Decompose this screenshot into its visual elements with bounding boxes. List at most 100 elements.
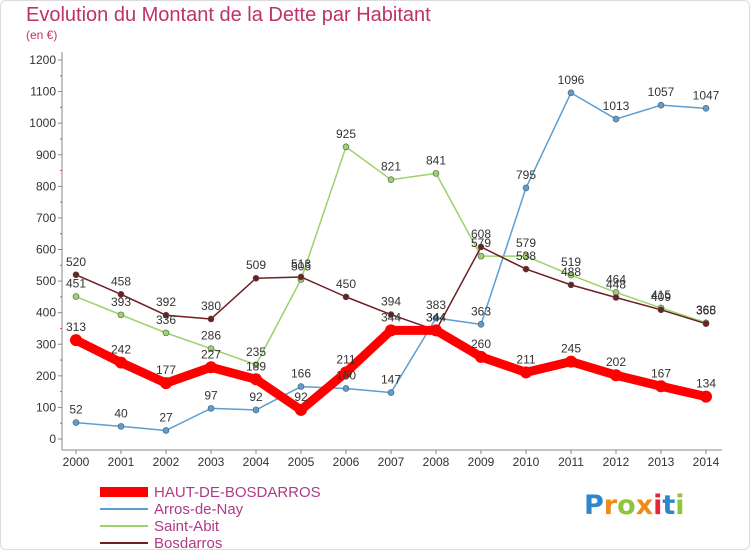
data-label: 40 <box>114 406 128 420</box>
data-label: 519 <box>561 255 581 269</box>
data-point <box>297 273 305 281</box>
data-point <box>567 89 575 97</box>
data-label: 538 <box>516 249 536 263</box>
legend-label: Saint-Abit <box>154 518 220 535</box>
chart-subtitle: (en €) <box>26 28 58 42</box>
data-point <box>432 170 440 177</box>
data-point <box>610 369 622 382</box>
x-tick-label: 2000 <box>63 455 90 469</box>
data-label: 211 <box>336 352 355 366</box>
data-point <box>117 291 125 298</box>
data-label: 415 <box>651 288 671 302</box>
legend-swatch <box>100 508 148 510</box>
data-label: 393 <box>111 295 131 309</box>
data-point <box>567 281 575 289</box>
data-label: 286 <box>201 329 221 343</box>
data-point <box>252 361 260 369</box>
x-tick-label: 2002 <box>153 455 180 469</box>
legend-swatch <box>100 542 148 544</box>
data-point <box>160 377 172 390</box>
data-label: 380 <box>201 299 221 313</box>
chart-axes: 0 100 200 300 400 500 600 700 800 900 1000 1100 1200… <box>29 52 722 469</box>
proxiti-logo: Proxiti <box>584 490 685 521</box>
data-label: 579 <box>471 236 491 250</box>
data-point <box>477 321 485 328</box>
data-label: 160 <box>336 368 356 382</box>
data-point <box>657 101 665 109</box>
data-point <box>567 271 575 279</box>
data-label: 509 <box>246 258 266 272</box>
data-point <box>565 355 577 368</box>
x-tick-label: 2011 <box>558 455 584 469</box>
y-tick-label: 200 <box>36 369 56 383</box>
data-label: 363 <box>471 304 491 318</box>
data-label: 925 <box>336 127 356 141</box>
data-label: 368 <box>696 303 716 317</box>
y-tick-label: 800 <box>36 179 56 193</box>
data-label: 242 <box>111 343 131 357</box>
data-label: 821 <box>381 160 401 174</box>
data-point <box>432 314 440 322</box>
y-tick-label: 1200 <box>29 53 56 67</box>
data-point <box>207 345 215 352</box>
data-point <box>252 406 260 414</box>
data-point <box>522 252 530 260</box>
data-point <box>385 324 397 337</box>
x-tick-label: 2013 <box>648 455 675 469</box>
data-label: 488 <box>561 265 581 279</box>
data-label: 344 <box>426 310 446 324</box>
legend-label: Arros-de-Nay <box>154 501 244 518</box>
data-point <box>430 324 442 337</box>
data-point <box>522 265 530 273</box>
data-point <box>387 389 395 396</box>
data-label: 451 <box>66 277 86 291</box>
x-tick-label: 2010 <box>513 455 540 469</box>
data-point <box>250 373 262 386</box>
data-point <box>342 293 350 301</box>
data-point <box>700 390 712 403</box>
data-label: 795 <box>516 168 536 182</box>
data-point <box>387 311 395 318</box>
data-point <box>702 105 710 112</box>
data-label: 464 <box>606 272 626 286</box>
data-label: 344 <box>426 310 446 324</box>
data-point <box>252 274 260 282</box>
data-point <box>342 143 350 151</box>
y-tick-label: 100 <box>36 400 56 414</box>
data-label: 27 <box>159 410 173 424</box>
y-tick-label: 500 <box>36 274 56 288</box>
data-label: 383 <box>426 298 446 312</box>
data-label: 167 <box>651 366 671 380</box>
chart-title: Evolution du Montant de la Dette par Hab… <box>26 4 431 26</box>
y-tick-label: 1000 <box>29 116 56 130</box>
data-label: 448 <box>606 278 626 292</box>
x-tick-label: 2006 <box>333 455 360 469</box>
data-point <box>297 383 305 390</box>
data-label: 134 <box>696 377 716 391</box>
data-label: 260 <box>471 337 491 351</box>
legend-label: HAUT-DE-BOSDARROS <box>154 484 321 501</box>
data-label: 1096 <box>558 73 585 87</box>
data-label: 394 <box>381 295 401 309</box>
data-label: 458 <box>111 274 131 288</box>
x-tick-label: 2004 <box>243 455 270 469</box>
series-points <box>70 89 712 434</box>
data-point <box>117 423 125 430</box>
y-tick-label: 400 <box>36 306 56 320</box>
data-label: 336 <box>156 313 176 327</box>
data-labels: 313 242 177 227 189 92 211 344 344 260 211 245 202 16… <box>66 73 720 425</box>
data-point <box>72 293 80 300</box>
data-point <box>295 403 307 416</box>
data-point <box>657 306 665 314</box>
data-point <box>162 329 170 337</box>
data-label: 97 <box>204 388 218 402</box>
data-point <box>340 366 352 379</box>
data-point <box>207 405 215 412</box>
data-label: 92 <box>249 390 263 404</box>
data-point <box>475 350 487 363</box>
data-point <box>117 311 125 319</box>
data-label: 92 <box>294 390 308 404</box>
data-label: 1047 <box>693 88 720 102</box>
data-point <box>522 184 530 192</box>
